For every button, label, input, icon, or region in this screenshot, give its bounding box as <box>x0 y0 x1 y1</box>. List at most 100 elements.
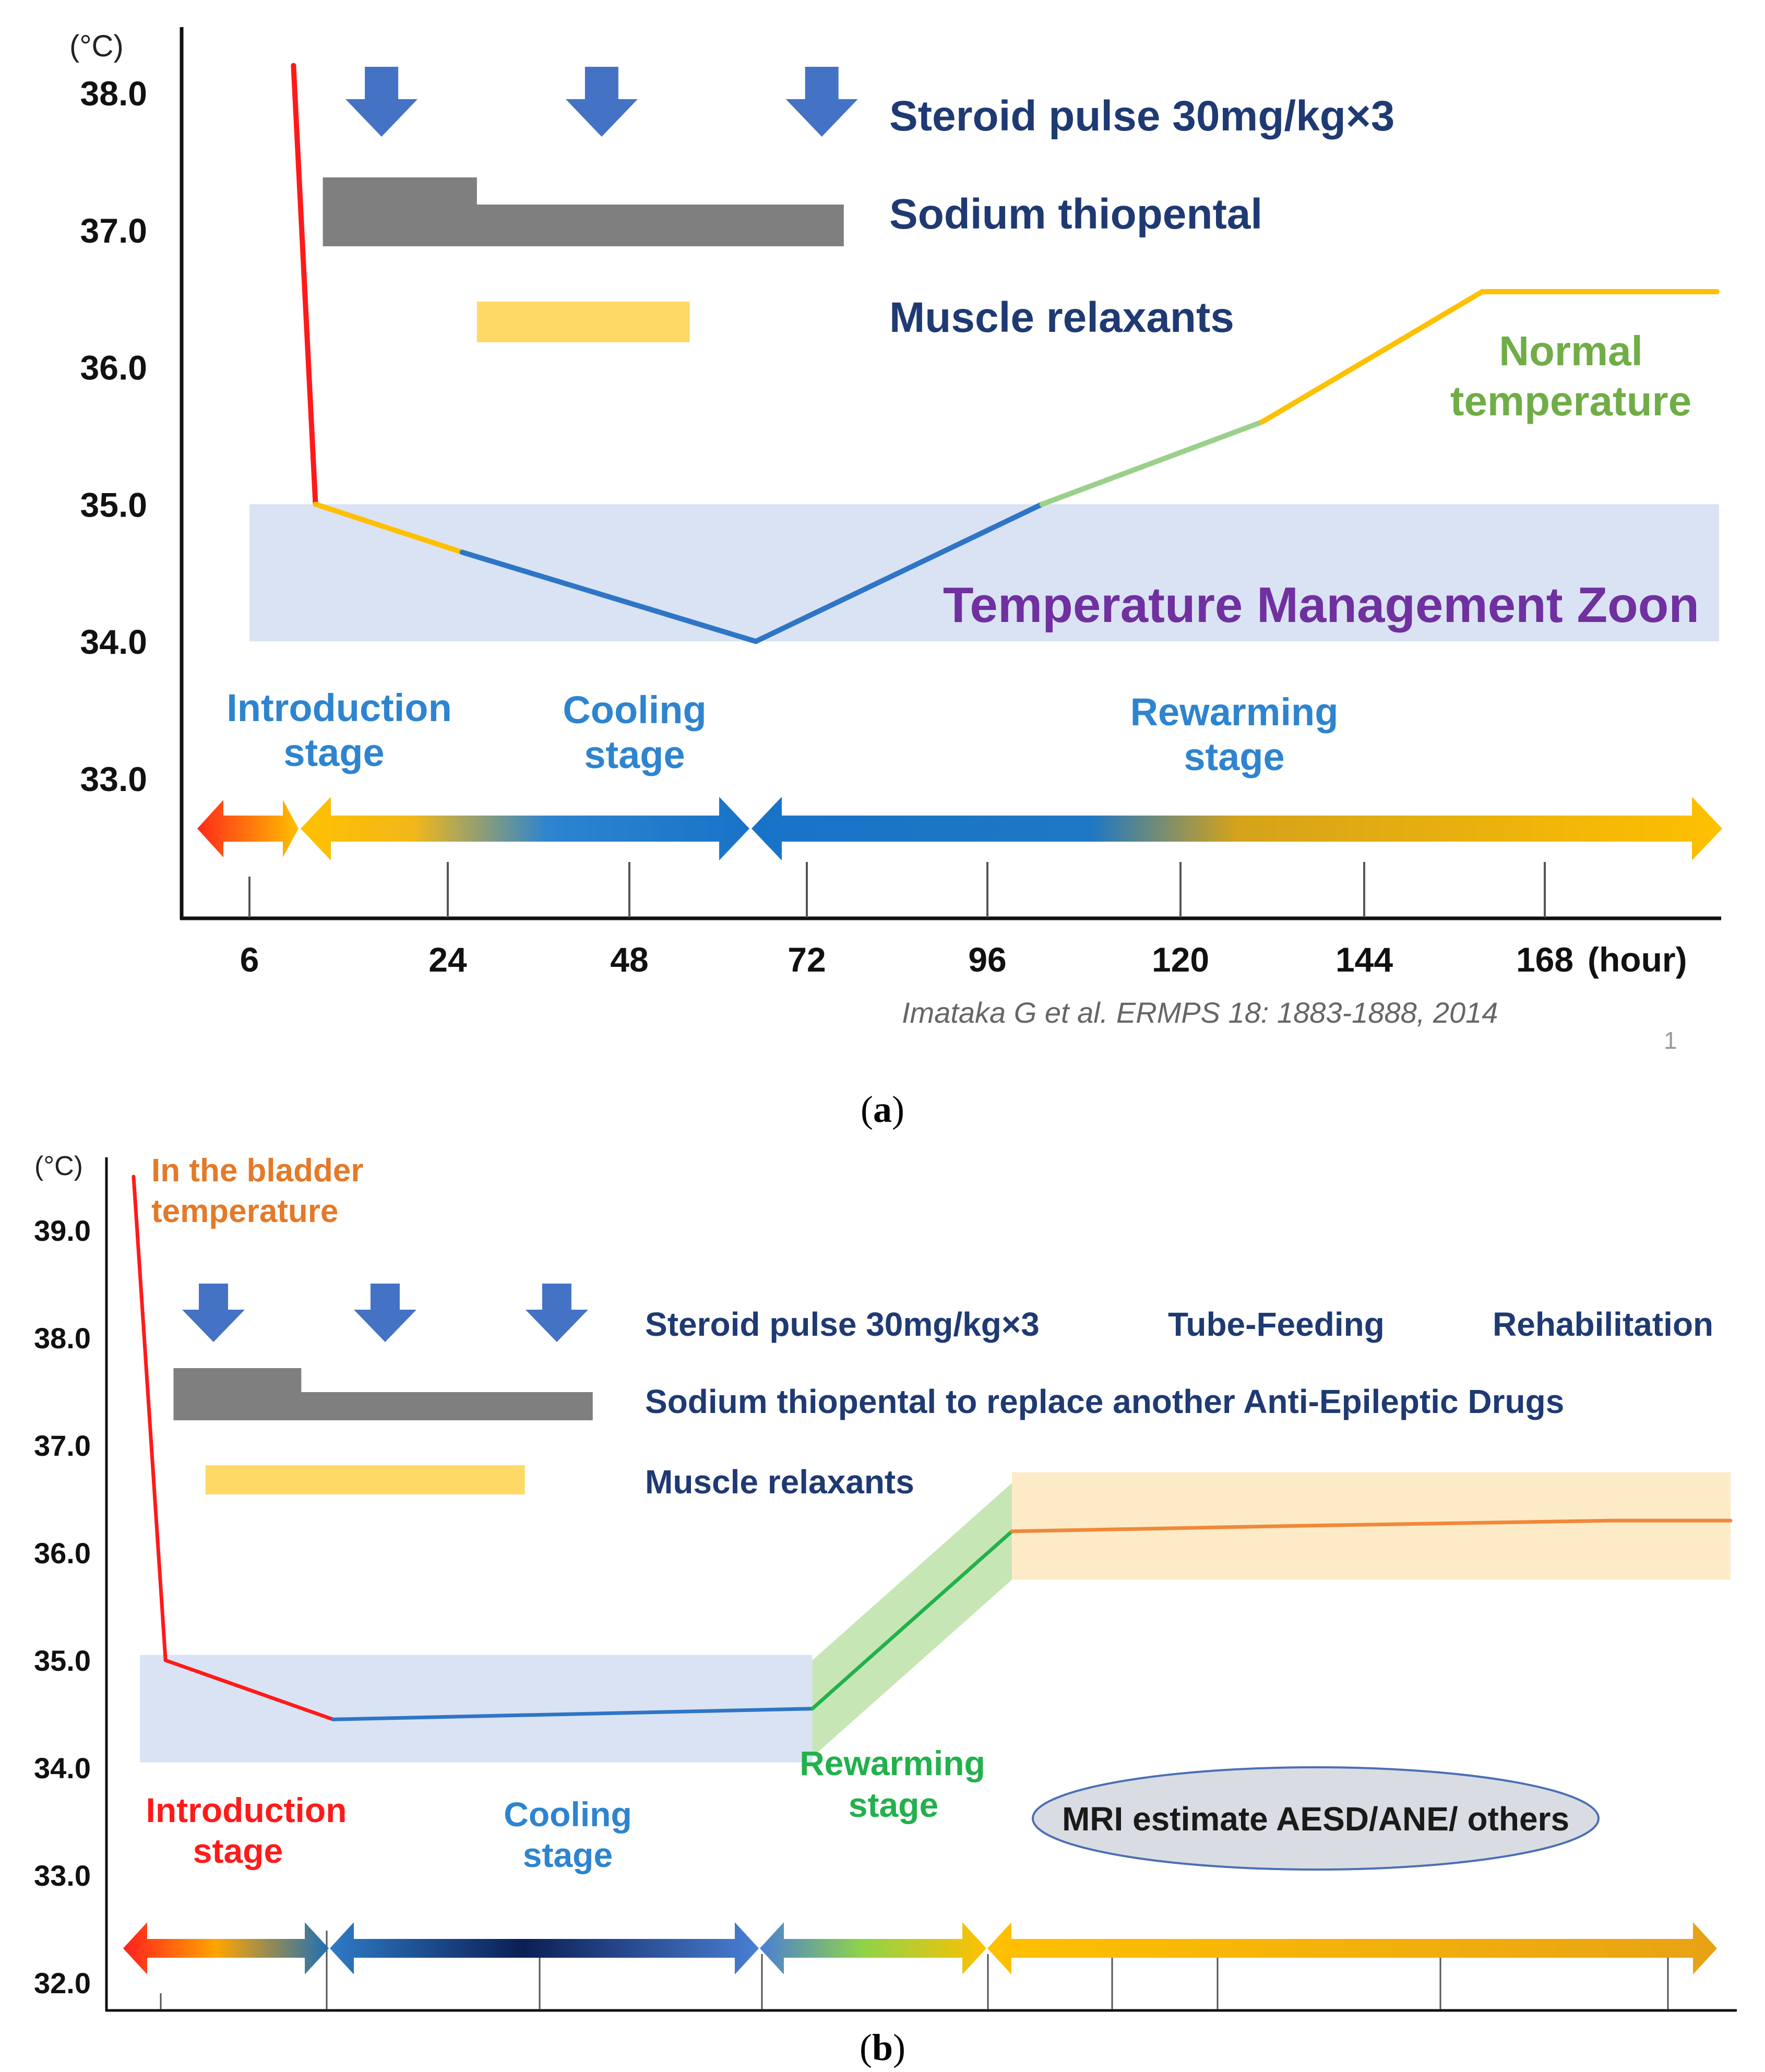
b-y-tick-label: 35.0 <box>34 1644 91 1677</box>
b-label-tube-feeding: Tube-Feeding <box>1168 1306 1385 1343</box>
a-line-segment <box>291 63 318 507</box>
a-label-steroid: Steroid pulse 30mg/kg×3 <box>889 92 1394 140</box>
b-mri-label: MRI estimate AESD/ANE/ others <box>1062 1800 1569 1838</box>
b-label-rehabilitation: Rehabilitation <box>1493 1306 1713 1343</box>
panel-b: (°C) 39.0 38.0 37.0 36.0 35.0 34.0 33.0 32.0 In… <box>34 1151 1737 2068</box>
a-y-tick-label: 34.0 <box>80 622 147 661</box>
a-x-tick-label: 96 <box>968 940 1006 979</box>
b-stage-cooling-line1: Cooling <box>504 1795 632 1834</box>
b-steroid-arrow-icon <box>525 1284 588 1342</box>
a-x-tick-label: 144 <box>1335 940 1393 979</box>
b-label-thiopental: Sodium thiopental to replace another Ant… <box>645 1383 1564 1420</box>
a-x-axis-labels: 6 24 48 72 96 120 144 168 <box>240 940 1573 979</box>
a-line-segment <box>313 501 465 555</box>
a-stage-intro-line1: Introduction <box>226 686 452 729</box>
a-stage-cooling-line1: Cooling <box>563 688 706 732</box>
a-y-tick-label: 38.0 <box>80 74 147 113</box>
b-x-gridlines <box>160 1931 1669 2009</box>
a-line-segment <box>753 501 1045 644</box>
a-normal-temp-line2: temperature <box>1450 378 1691 424</box>
b-label-muscle: Muscle relaxants <box>645 1463 914 1501</box>
b-steroid-arrow-icon <box>353 1284 416 1342</box>
b-y-tick-label: 39.0 <box>34 1214 91 1247</box>
b-stage-arrow-rewarming <box>760 1922 986 1974</box>
b-caption: (b) <box>860 2027 905 2068</box>
a-x-unit: (hour) <box>1588 940 1687 979</box>
a-y-tick-label: 35.0 <box>80 485 147 524</box>
a-steroid-arrow-icon <box>345 67 418 137</box>
a-stage-intro-line2: stage <box>283 731 384 774</box>
b-bladder-line2: temperature <box>151 1193 338 1229</box>
a-x-tick-label: 120 <box>1152 940 1209 979</box>
b-stage-arrow-rehabilitation <box>987 1922 1717 1974</box>
b-steroid-arrow-icon <box>182 1284 245 1342</box>
a-y-axis-labels: 38.0 37.0 36.0 35.0 34.0 33.0 <box>80 74 147 798</box>
b-line-segment <box>1290 1518 1613 1528</box>
a-steroid-arrows <box>345 67 858 137</box>
b-stage-intro-line1: Introduction <box>146 1791 347 1829</box>
b-y-axis-labels: 39.0 38.0 37.0 36.0 35.0 34.0 33.0 32.0 <box>34 1214 91 1999</box>
b-steroid-arrows <box>182 1284 588 1342</box>
b-stage-arrows <box>123 1922 1717 1974</box>
a-x-tick-label: 48 <box>610 940 648 979</box>
a-y-tick-label: 33.0 <box>80 760 147 798</box>
b-line-segment <box>331 1707 814 1721</box>
a-y-tick-label: 37.0 <box>80 211 147 250</box>
b-unit-label: (°C) <box>34 1151 83 1181</box>
b-stage-intro-line2: stage <box>193 1831 283 1870</box>
b-line-segment <box>163 1658 335 1721</box>
a-x-tick-label: 168 <box>1516 940 1573 979</box>
a-citation: Imataka G et al. ERMPS 18: 1883-1888, 20… <box>902 996 1498 1029</box>
a-page-number: 1 <box>1664 1027 1677 1054</box>
b-y-tick-label: 33.0 <box>34 1859 91 1892</box>
b-temperature-zone <box>140 1655 813 1763</box>
b-y-tick-label: 38.0 <box>34 1322 91 1355</box>
a-stage-arrows <box>197 797 1722 860</box>
b-line-segment <box>132 1175 168 1662</box>
b-stage-rewarming-line1: Rewarming <box>800 1744 985 1782</box>
b-stage-rewarming-line2: stage <box>849 1786 938 1824</box>
b-y-tick-label: 34.0 <box>34 1752 91 1784</box>
a-unit-label: (°C) <box>69 29 124 63</box>
a-zone-label: Temperature Management Zoon <box>943 577 1699 633</box>
b-line-segment <box>810 1529 1014 1711</box>
a-stage-arrow-cooling <box>301 797 749 860</box>
a-x-tick-label: 72 <box>788 940 826 979</box>
a-muscle-relaxant-bar <box>476 302 690 342</box>
b-mri-ellipse <box>1032 1766 1600 1871</box>
a-line-segment <box>1039 419 1265 507</box>
b-line-segment <box>1010 1524 1293 1534</box>
b-stage-arrow-cooling <box>330 1922 759 1974</box>
b-stage-cooling-line2: stage <box>523 1836 613 1874</box>
b-muscle-relaxant-bar <box>205 1465 525 1494</box>
a-stage-arrow-rewarming <box>752 797 1722 860</box>
a-steroid-arrow-icon <box>565 67 638 137</box>
b-y-tick-label: 32.0 <box>34 1967 91 1999</box>
a-stage-rewarming-line1: Rewarming <box>1130 690 1339 734</box>
panel-a: (°C) 38.0 37.0 36.0 35.0 34.0 33.0 6 24 48 72 96 1… <box>69 27 1722 1130</box>
a-line-segment <box>1259 289 1485 425</box>
a-thiopental-bar <box>323 177 844 246</box>
a-stage-arrow-intro-short <box>197 800 299 857</box>
a-stage-rewarming-line2: stage <box>1184 735 1284 779</box>
b-stage-arrow-intro <box>123 1922 329 1974</box>
a-normal-temp-line1: Normal <box>1499 328 1643 374</box>
b-temperature-line <box>132 1175 1733 1721</box>
a-y-tick-label: 36.0 <box>80 349 147 387</box>
b-y-tick-label: 36.0 <box>34 1537 91 1570</box>
a-x-gridlines <box>248 862 1546 917</box>
b-label-steroid: Steroid pulse 30mg/kg×3 <box>645 1306 1040 1343</box>
a-temperature-zone <box>249 504 1719 642</box>
b-bladder-line1: In the bladder <box>151 1153 363 1189</box>
a-caption: (a) <box>861 1088 904 1130</box>
a-stage-cooling-line2: stage <box>584 733 685 776</box>
b-thiopental-bar <box>173 1368 593 1420</box>
a-label-thiopental: Sodium thiopental <box>889 190 1262 238</box>
b-y-tick-label: 37.0 <box>34 1429 91 1462</box>
a-x-tick-label: 24 <box>428 940 467 979</box>
a-x-tick-label: 6 <box>240 940 259 979</box>
a-label-muscle: Muscle relaxants <box>889 294 1234 341</box>
a-steroid-arrow-icon <box>785 67 858 137</box>
a-line-segment <box>459 549 759 644</box>
